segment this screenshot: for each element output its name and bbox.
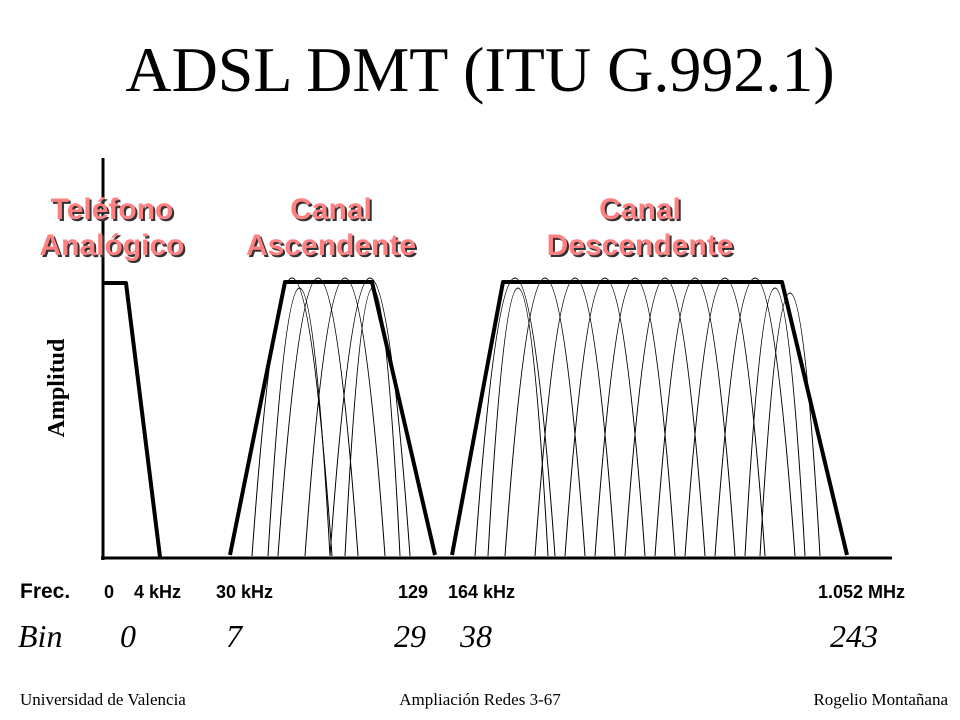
phone-band-label-line1: Teléfono	[50, 193, 174, 226]
frequency-tick: 0	[104, 582, 115, 602]
bin-value: 29	[394, 618, 426, 654]
downstream-subcarrier	[759, 292, 821, 557]
upstream-subcarrier	[251, 277, 333, 557]
bin-value: 0	[120, 618, 136, 654]
frequency-tick: 1.052 MHz	[818, 582, 906, 602]
downstream-subcarrier	[744, 287, 806, 557]
upstream-band-label-line1: Canal	[290, 193, 372, 226]
downstream-subcarrier	[624, 277, 706, 557]
bin-value: 7	[226, 618, 242, 654]
downstream-band-label-line2: Descendente	[546, 229, 734, 262]
upstream-subcarrier	[304, 277, 386, 557]
bin-row-label: Bin	[18, 618, 63, 654]
footer-right: Rogelio Montañana	[813, 690, 948, 709]
downstream-subcarrier	[684, 277, 766, 557]
frequency-tick: 164 kHz	[448, 582, 516, 602]
frequency-tick: 30 kHz	[216, 582, 274, 602]
frequency-row-label: Frec.	[20, 580, 71, 603]
phone-band-outline	[103, 281, 162, 558]
footer-left: Universidad de Valencia	[20, 690, 186, 709]
upstream-subcarrier	[344, 287, 401, 557]
footer-center: Ampliación Redes 3-67	[399, 690, 561, 709]
upstream-subcarriers	[251, 277, 411, 557]
frequency-tick: 4 kHz	[134, 582, 182, 602]
downstream-subcarrier	[487, 287, 549, 557]
downstream-subcarrier	[594, 277, 676, 557]
frequency-tick: 129	[398, 582, 429, 602]
y-axis-label: Amplitud	[44, 338, 70, 438]
bin-value: 38	[460, 618, 492, 654]
downstream-subcarrier	[654, 277, 736, 557]
upstream-band-label-line2: Ascendente	[245, 229, 417, 262]
downstream-band-label: Canal Descendente	[520, 192, 760, 264]
downstream-subcarriers	[474, 277, 821, 557]
slide-title: ADSL DMT (ITU G.992.1)	[125, 34, 835, 105]
downstream-band-outline	[450, 280, 849, 556]
upstream-subcarrier	[267, 287, 331, 557]
downstream-subcarrier	[564, 277, 646, 557]
upstream-subcarrier	[277, 277, 359, 557]
bin-value: 243	[830, 618, 878, 654]
upstream-band-label: Canal Ascendente	[226, 192, 436, 264]
phone-band-label: Teléfono Analógico	[22, 192, 202, 264]
phone-band-label-line2: Analógico	[39, 229, 185, 262]
downstream-subcarrier	[504, 277, 586, 557]
downstream-subcarrier	[714, 277, 796, 557]
downstream-subcarrier	[534, 277, 616, 557]
upstream-subcarrier	[329, 277, 411, 557]
downstream-subcarrier	[474, 277, 556, 557]
upstream-band-outline	[228, 280, 437, 556]
downstream-band-label-line1: Canal	[599, 193, 681, 226]
